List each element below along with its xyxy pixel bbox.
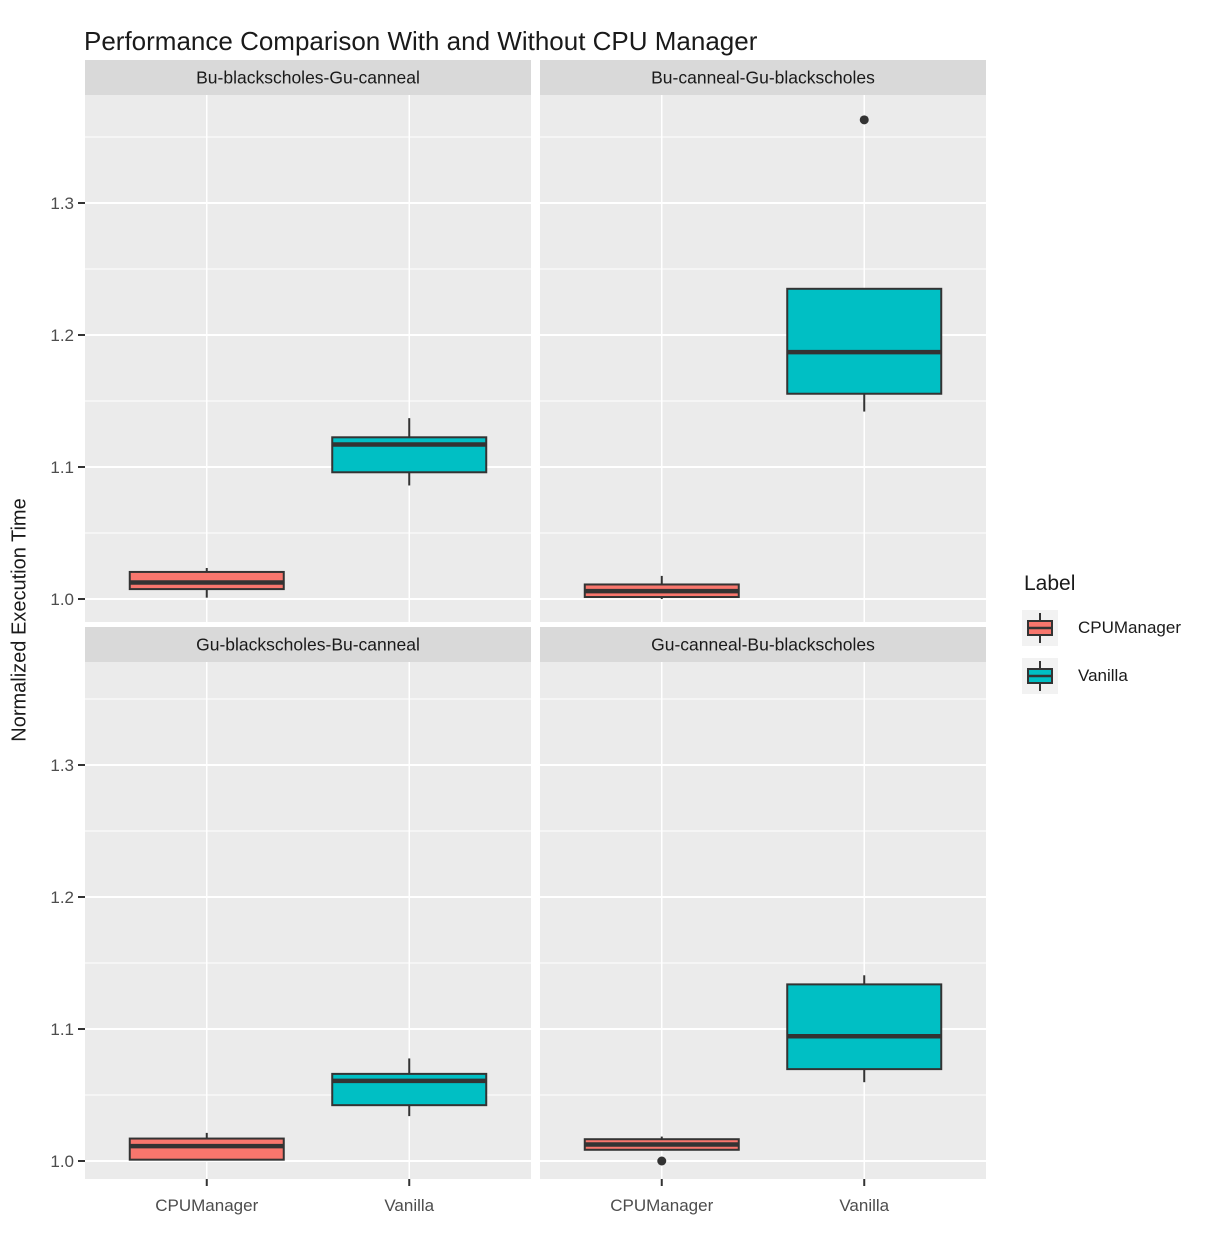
facet-strip <box>540 627 986 662</box>
y-tick-label: 1.1 <box>50 1020 74 1039</box>
y-tick-label: 1.0 <box>50 1152 74 1171</box>
legend-item-vanilla: Vanilla <box>1022 658 1220 694</box>
facet-strip <box>85 627 531 662</box>
y-tick-label: 1.3 <box>50 194 74 213</box>
plot-area: Bu-blackscholes-Gu-canneal Bu-canneal-Gu-… <box>50 60 986 1215</box>
x-tick-label: CPUManager <box>155 1196 258 1215</box>
facet-strip <box>85 60 531 95</box>
y-tick-label: 1.0 <box>50 590 74 609</box>
y-tick-label: 1.2 <box>50 326 74 345</box>
legend-title: Label <box>1024 572 1076 595</box>
legend: Label CPUManager Vanilla <box>1022 572 1220 706</box>
legend-item-label: Vanilla <box>1078 666 1128 685</box>
facet-strip-label: Bu-blackscholes-Gu-canneal <box>196 68 420 88</box>
facet-strip <box>540 60 986 95</box>
legend-item-cpumanager: CPUManager <box>1022 610 1220 646</box>
boxplot-vanilla-box <box>786 287 943 395</box>
facet-panel <box>85 95 531 622</box>
x-tick-label: Vanilla <box>384 1196 434 1215</box>
y-tick-label: 1.3 <box>50 756 74 775</box>
x-tick-label: Vanilla <box>839 1196 889 1215</box>
boxplot-vanilla-box <box>786 983 943 1071</box>
chart-title: Performance Comparison With and Without … <box>84 26 758 56</box>
boxplot-cpumanager-outlier-point <box>657 1156 667 1166</box>
boxplot-key-icon <box>1022 658 1058 694</box>
facet-panel <box>540 662 986 1179</box>
x-tick-label: CPUManager <box>610 1196 713 1215</box>
boxplot-key-icon <box>1022 610 1058 646</box>
facet-strip-label: Bu-canneal-Gu-blackscholes <box>651 68 875 88</box>
y-tick-label: 1.2 <box>50 888 74 907</box>
boxplot-vanilla-box <box>331 1072 488 1107</box>
y-tick-label: 1.1 <box>50 458 74 477</box>
boxplot-cpumanager-box <box>128 1137 285 1161</box>
boxplot-vanilla-outlier-point <box>859 115 869 125</box>
facet-strip-label: Gu-canneal-Bu-blackscholes <box>651 635 875 655</box>
facet-strip-label: Gu-blackscholes-Bu-canneal <box>196 635 420 655</box>
legend-item-label: CPUManager <box>1078 618 1181 637</box>
